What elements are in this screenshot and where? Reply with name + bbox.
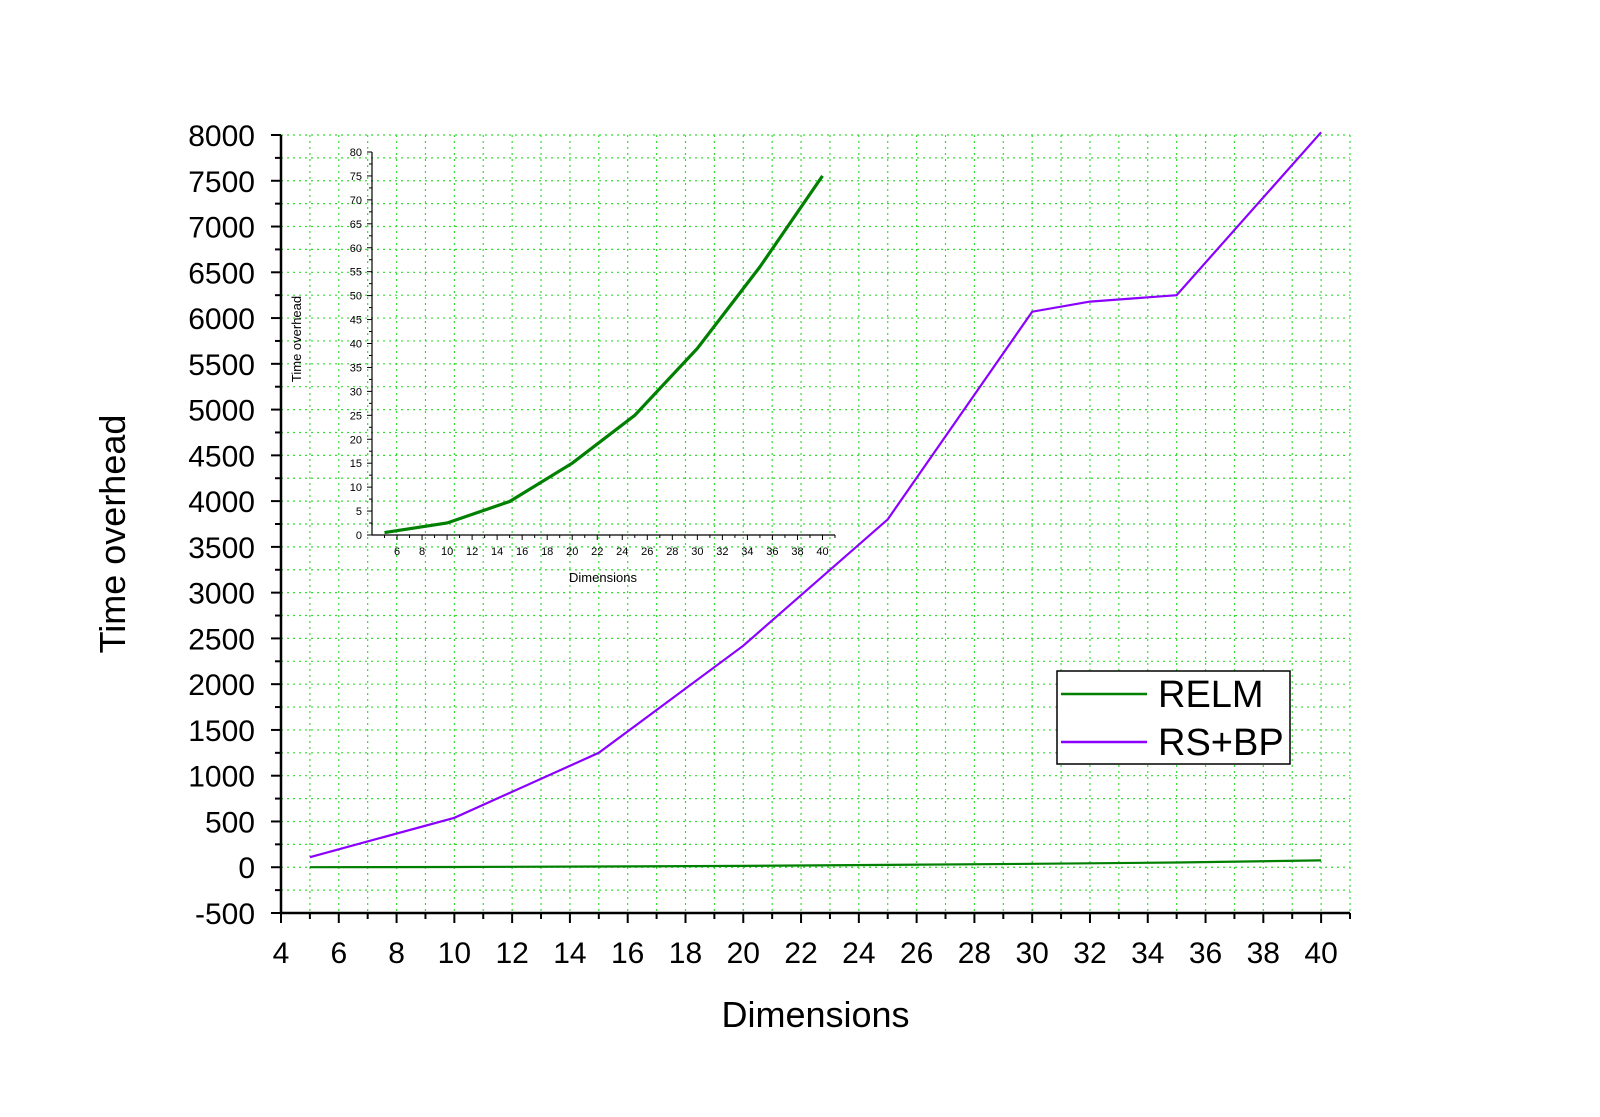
main-y-axis-title: Time overhead (92, 415, 133, 654)
main-y-tick-label: 2000 (188, 669, 255, 702)
inset-chart: 6 8 10 12 14 16 18 20 22 24 26 28 30 32 34 36 38 40 0 5 10 15… (289, 147, 836, 585)
inset-y-tick-label: 25 (350, 410, 362, 422)
inset-x-axis-title: Dimensions (569, 570, 637, 585)
main-x-tick-label: 38 (1247, 937, 1280, 970)
inset-y-tick-label: 35 (350, 362, 362, 374)
main-x-tick-label: 14 (553, 937, 586, 970)
main-y-tick-label: 5500 (188, 349, 255, 382)
inset-x-tick-label: 24 (616, 546, 628, 558)
inset-y-tick-label: 15 (350, 458, 362, 470)
main-x-tick-label: 8 (388, 937, 405, 970)
main-y-tick-label: 500 (205, 806, 255, 839)
inset-x-tick-label: 26 (641, 546, 653, 558)
series-line-rs-bp (309, 131, 1322, 859)
main-y-tick-label: 6000 (188, 303, 255, 336)
main-y-tick-label: 7500 (188, 166, 255, 199)
main-y-tick-label: 2500 (188, 623, 255, 656)
main-x-tick-label: 32 (1073, 937, 1106, 970)
main-y-tick-label: 4500 (188, 440, 255, 473)
main-x-tick-label: 10 (438, 937, 471, 970)
inset-axes (367, 151, 836, 540)
inset-y-tick-label: 80 (350, 147, 362, 159)
inset-x-tick-label: 10 (441, 546, 453, 558)
legend-label-rs-bp: RS+BP (1158, 722, 1284, 764)
inset-y-tick-label: 40 (350, 339, 362, 351)
main-x-tick-label: 30 (1016, 937, 1049, 970)
main-y-tick-label: 4000 (188, 486, 255, 519)
inset-series-line (384, 174, 824, 535)
main-y-tick-label: 1500 (188, 715, 255, 748)
inset-x-tick-label: 6 (394, 546, 400, 558)
inset-x-tick-label: 34 (741, 546, 753, 558)
main-x-tick-label: 26 (900, 937, 933, 970)
main-x-tick-label: 36 (1189, 937, 1222, 970)
inset-y-axis-title: Time overhead (289, 296, 304, 382)
inset-x-tick-label: 8 (419, 546, 425, 558)
series-line-relm (309, 859, 1322, 869)
main-x-tick-label: 40 (1304, 937, 1337, 970)
inset-y-tick-label: 30 (350, 386, 362, 398)
main-x-tick-label: 6 (330, 937, 347, 970)
inset-y-tick-label: 45 (350, 315, 362, 327)
main-x-axis-title: Dimensions (721, 994, 909, 1035)
inset-tick-labels: 6 8 10 12 14 16 18 20 22 24 26 28 30 32 34 36 38 40 0 5 10 15… (350, 147, 829, 558)
inset-x-tick-label: 18 (541, 546, 553, 558)
inset-x-tick-label: 28 (666, 546, 678, 558)
inset-y-tick-label: 60 (350, 243, 362, 255)
main-x-tick-label: 22 (784, 937, 817, 970)
inset-y-tick-label: 20 (350, 434, 362, 446)
main-y-tick-label: 8000 (188, 120, 255, 153)
inset-y-tick-label: 5 (356, 506, 362, 518)
inset-y-tick-label: 75 (350, 171, 362, 183)
main-y-tick-label: 1000 (188, 761, 255, 794)
inset-y-tick-label: 50 (350, 291, 362, 303)
main-tick-labels: 4 6 8 10 12 14 16 18 20 22 24 26 28 30 32 34 36 38 40 -500 0… (188, 120, 1338, 970)
inset-x-tick-label: 40 (816, 546, 828, 558)
main-y-tick-label: 5000 (188, 395, 255, 428)
inset-x-tick-label: 16 (516, 546, 528, 558)
main-x-tick-label: 24 (842, 937, 875, 970)
inset-y-tick-label: 55 (350, 267, 362, 279)
main-gridlines (281, 134, 1351, 913)
inset-x-tick-label: 36 (766, 546, 778, 558)
inset-x-tick-label: 32 (716, 546, 728, 558)
main-x-tick-label: 4 (273, 937, 290, 970)
main-y-tick-label: 3500 (188, 532, 255, 565)
inset-x-tick-label: 38 (791, 546, 803, 558)
main-y-tick-label: 3000 (188, 578, 255, 611)
inset-x-tick-label: 12 (466, 546, 478, 558)
main-x-tick-label: 16 (611, 937, 644, 970)
inset-x-tick-label: 20 (566, 546, 578, 558)
main-x-tick-label: 20 (727, 937, 760, 970)
legend-label-relm: RELM (1158, 674, 1264, 716)
main-x-tick-label: 18 (669, 937, 702, 970)
main-y-tick-label: 0 (238, 852, 255, 885)
inset-x-tick-label: 22 (591, 546, 603, 558)
main-x-tick-label: 34 (1131, 937, 1164, 970)
main-y-tick-label: -500 (195, 898, 255, 931)
main-x-tick-label: 28 (958, 937, 991, 970)
inset-y-tick-label: 10 (350, 482, 362, 494)
legend-box (1056, 670, 1291, 765)
inset-x-tick-label: 30 (691, 546, 703, 558)
main-series-lines (309, 131, 1322, 869)
legend: RELM RS+BP (1056, 670, 1291, 765)
inset-x-tick-label: 14 (491, 546, 503, 558)
inset-y-tick-label: 0 (356, 530, 362, 542)
main-y-tick-label: 6500 (188, 257, 255, 290)
main-y-tick-label: 7000 (188, 212, 255, 245)
main-x-tick-label: 12 (495, 937, 528, 970)
main-axes (271, 134, 1351, 923)
inset-series-line-relm (384, 174, 824, 535)
inset-y-tick-label: 65 (350, 219, 362, 231)
inset-y-tick-label: 70 (350, 195, 362, 207)
